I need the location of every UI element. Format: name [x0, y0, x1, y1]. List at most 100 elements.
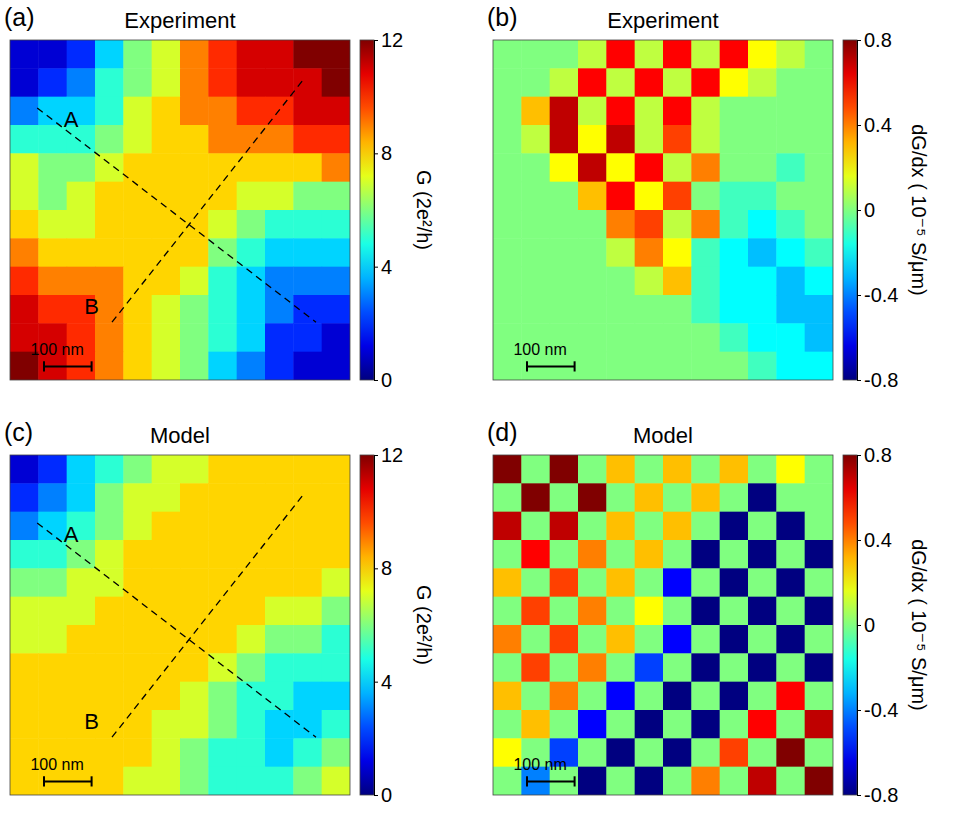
cell — [265, 40, 294, 69]
cell — [10, 210, 39, 239]
cell — [748, 210, 777, 239]
cell — [208, 512, 237, 541]
cell — [95, 597, 124, 626]
cell — [720, 710, 749, 739]
cell — [293, 97, 322, 126]
colorbar-tick: 12 — [374, 29, 403, 51]
cell — [95, 40, 124, 69]
cell — [293, 182, 322, 211]
cell — [720, 153, 749, 182]
cell — [67, 210, 96, 239]
cell — [691, 455, 720, 484]
cell — [67, 182, 96, 211]
cell — [265, 267, 294, 296]
figure: (a)ExperimentAB100 nm04812G (2e²/h)(b)Ex… — [0, 0, 966, 813]
cell — [180, 653, 209, 682]
cell — [606, 512, 635, 541]
cell — [237, 540, 266, 569]
cell — [38, 568, 67, 597]
colorbar-label: dG/dx ( 10⁻⁵ S/μm) — [908, 539, 930, 711]
colorbar-tick: 4 — [374, 671, 392, 693]
cell — [748, 710, 777, 739]
cell — [493, 483, 522, 512]
cell — [208, 568, 237, 597]
colorbar-axis: 04812 — [374, 444, 403, 806]
cell — [208, 625, 237, 654]
colorbar-tick-label: 0.4 — [864, 529, 892, 551]
colorbar: -0.8-0.400.40.8dG/dx ( 10⁻⁵ S/μm) — [843, 444, 930, 806]
cell — [123, 323, 152, 352]
cell — [152, 738, 181, 767]
panel: (c)ModelAB100 nm04812G (2e²/h) — [4, 418, 435, 806]
cell — [152, 352, 181, 380]
cell — [776, 653, 805, 682]
cell — [237, 483, 266, 512]
cell — [67, 68, 96, 97]
cell — [123, 767, 152, 795]
cell — [521, 68, 550, 97]
cell — [180, 267, 209, 296]
cell — [578, 68, 607, 97]
cell — [550, 153, 579, 182]
cell — [550, 182, 579, 211]
cell — [578, 125, 607, 154]
cell — [38, 512, 67, 541]
cell — [805, 295, 833, 324]
scale-bar-end — [526, 361, 528, 371]
colorbar-tick-label: 4 — [381, 256, 392, 278]
cell — [663, 625, 692, 654]
cell — [748, 97, 777, 126]
cell — [776, 455, 805, 484]
colorbar-tick-label: -0.8 — [864, 369, 898, 391]
cell — [748, 625, 777, 654]
cell — [123, 540, 152, 569]
cell — [265, 625, 294, 654]
cell — [265, 295, 294, 324]
cell — [123, 125, 152, 154]
cell — [578, 597, 607, 626]
cell — [180, 182, 209, 211]
cell — [208, 540, 237, 569]
annotation: B — [84, 709, 99, 734]
cell — [493, 153, 522, 182]
cell — [67, 597, 96, 626]
cell — [265, 153, 294, 182]
cell — [67, 238, 96, 267]
cell — [237, 295, 266, 324]
cell — [123, 210, 152, 239]
cell — [550, 512, 579, 541]
cell — [776, 40, 805, 69]
annotation: A — [64, 522, 79, 547]
cell — [265, 125, 294, 154]
cell — [720, 68, 749, 97]
cell — [635, 540, 664, 569]
panel-label: (a) — [4, 3, 35, 31]
cell — [293, 68, 322, 97]
cell — [521, 597, 550, 626]
colorbar-tick-mark — [857, 210, 861, 211]
cell — [606, 455, 635, 484]
colorbar-tick: 0.8 — [857, 29, 892, 51]
cell — [720, 182, 749, 211]
cell — [805, 540, 833, 569]
cell — [663, 738, 692, 767]
cell — [720, 238, 749, 267]
cell — [265, 597, 294, 626]
cell — [123, 97, 152, 126]
cell — [208, 483, 237, 512]
cell — [691, 568, 720, 597]
annotation: B — [84, 294, 99, 319]
cell — [691, 483, 720, 512]
cell — [663, 125, 692, 154]
colorbar-tick: 0 — [857, 614, 875, 636]
cell — [123, 295, 152, 324]
cell — [123, 483, 152, 512]
cell — [95, 267, 124, 296]
cell — [180, 540, 209, 569]
cell — [748, 182, 777, 211]
cell — [720, 455, 749, 484]
colorbar-tick: -0.8 — [857, 784, 898, 806]
scale-bar — [44, 780, 92, 782]
colorbar-tick-label: -0.8 — [864, 784, 898, 806]
cell — [95, 182, 124, 211]
